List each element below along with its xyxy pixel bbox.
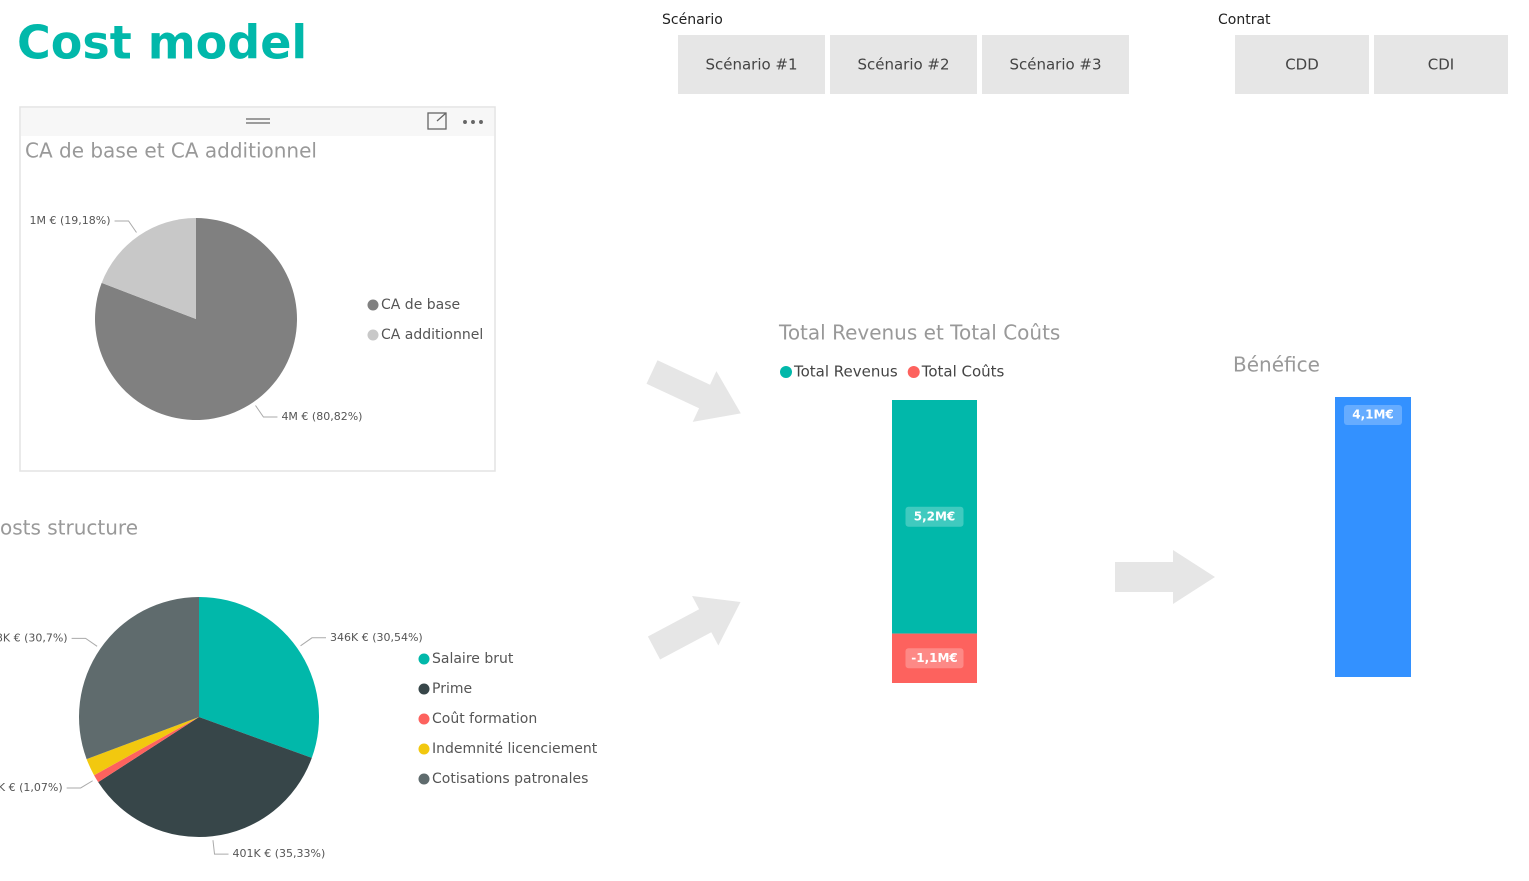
legend-label: Total Revenus [793, 363, 898, 381]
bar [892, 633, 977, 683]
slicer-button[interactable] [1235, 35, 1369, 94]
legend-label: Coût formation [432, 711, 537, 727]
chart-title: Total Revenus et Total Coûts [778, 321, 1060, 345]
leader-line [212, 840, 229, 855]
legend-marker [418, 743, 430, 755]
data-label: 401K € (35,33%) [233, 847, 326, 860]
leader-line [71, 637, 98, 647]
legend-label: Cotisations patronales [432, 771, 588, 787]
data-label: -1,1M€ [911, 651, 958, 665]
chart-title: Bénéfice [1233, 353, 1320, 377]
legend-label: Indemnité licenciement [432, 741, 598, 757]
pie-slice [78, 597, 199, 760]
legend-marker [367, 329, 379, 341]
slicer-title: Scénario [662, 12, 723, 28]
legend-label: Salaire brut [432, 651, 514, 667]
data-label: 12K € (1,07%) [0, 781, 63, 794]
slicer-item: CDD [1285, 56, 1319, 74]
slicer-item: Scénario #2 [857, 56, 949, 74]
legend-marker [367, 299, 379, 311]
data-label-box [905, 648, 964, 669]
legend-label: Total Coûts [921, 363, 1005, 381]
slicer-button[interactable] [1374, 35, 1508, 94]
visual-header [21, 108, 494, 136]
slicer-button[interactable] [982, 35, 1129, 94]
pie-slice [86, 717, 199, 776]
legend-marker [418, 683, 430, 695]
legend-marker [780, 366, 792, 378]
legend-label: CA additionnel [381, 327, 483, 343]
data-label: 346K € (30,54%) [330, 631, 423, 644]
pie-slice [101, 218, 196, 319]
legend-marker [907, 366, 920, 378]
legend-label: CA de base [381, 297, 460, 313]
data-label: 5,2M€ [914, 509, 956, 523]
legend-marker [418, 653, 430, 665]
leader-line [114, 220, 137, 233]
leader-line [300, 637, 327, 647]
data-label-box [905, 506, 964, 527]
legend-label: Prime [432, 681, 472, 697]
slicer-item: Scénario #1 [705, 56, 797, 74]
pie-slice [98, 717, 312, 837]
flow-arrows [646, 360, 1215, 660]
bar [1335, 397, 1411, 677]
leader-line [66, 780, 93, 789]
visual-icons[interactable] [246, 112, 483, 130]
legend-marker [418, 713, 430, 725]
chart-title: CA de base et CA additionnel [25, 139, 317, 163]
data-label: 348K € (30,7%) [0, 631, 68, 644]
leader-line [255, 405, 278, 418]
data-label: 4,1M€ [1352, 408, 1394, 422]
chart-title: Costs structure [0, 516, 138, 540]
slicer-item: CDI [1428, 56, 1454, 74]
bar [892, 400, 977, 634]
page-title: Cost model [17, 16, 307, 70]
data-label: 1M € (19,18%) [30, 214, 111, 227]
data-label: 4M € (80,82%) [281, 410, 362, 423]
slicer-button[interactable] [830, 35, 977, 94]
slicer-item: Scénario #3 [1009, 56, 1101, 74]
pie-slice [94, 717, 199, 783]
slicer-button[interactable] [678, 35, 825, 94]
pie-slice [199, 597, 319, 758]
slicer-title: Contrat [1218, 12, 1271, 28]
visual-frame [19, 106, 496, 472]
data-label-box [1344, 405, 1402, 425]
legend-marker [418, 773, 430, 785]
